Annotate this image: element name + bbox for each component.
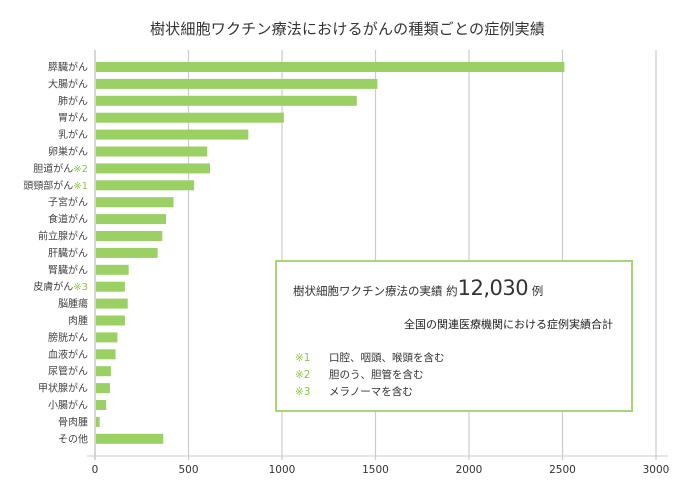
bar [96,214,167,225]
x-tick-label: 2000 [456,464,483,476]
bar [96,349,116,360]
bar [96,146,208,157]
summary-subtitle: 全国の関連医療機関における症例実績合計 [404,318,613,331]
bar [96,332,118,343]
footnote-mark: ※3 [295,386,311,398]
summary-total: 12,030 [457,276,529,300]
bar [96,298,128,309]
bar [96,264,129,275]
category-label: 肝臓がん [48,246,88,259]
bar [96,163,211,174]
chart-title: 樹状細胞ワクチン療法におけるがんの種類ごとの症例実績 [149,20,546,38]
category-label: 小腸がん [48,399,88,412]
bar [96,416,100,427]
footnote-text: 胆のう、胆管を含む [329,369,424,381]
x-tick-label: 500 [178,464,198,476]
category-label: 前立腺がん [38,230,88,243]
summary-prefix: 樹状細胞ワクチン療法の実績 [293,284,443,298]
category-label: 胆道がん※2 [33,162,88,175]
bar [96,315,125,326]
category-label: 脳腫瘍 [58,297,88,310]
category-label: 卵巣がん [48,145,88,158]
footnote-2: ※2 胆のう、胆管を含む [295,367,424,382]
category-label: 骨肉腫 [58,415,88,428]
summary-box: 樹状細胞ワクチン療法の実績 約12,030 例 全国の関連医療機関における症例実… [275,260,633,412]
footnote-3: ※3 メラノーマを含む [295,384,413,399]
bar [96,95,357,106]
category-label: 膀胱がん [48,331,88,344]
x-tick-label: 3000 [643,464,670,476]
category-label: 乳がん [58,128,88,141]
category-label: 頭頸部がん※1 [23,179,88,192]
bar [96,281,125,292]
bar [96,112,284,123]
category-label: 肉腫 [68,314,88,327]
footnote-text: メラノーマを含む [329,386,413,398]
bar [96,366,111,377]
footnote-mark: ※2 [295,369,311,381]
footnote-1: ※1 口腔、咽頭、喉頭を含む [295,350,445,365]
bar [96,62,565,72]
bar [96,433,164,444]
category-label: 胃がん [58,111,88,124]
category-label: 腎臓がん [48,263,88,276]
category-label: 血液がん [48,348,88,361]
category-label: 大腸がん [48,77,88,90]
bar [96,129,249,140]
summary-approx: 約 [446,284,458,298]
x-tick-label: 1000 [269,464,296,476]
x-tick-label: 1500 [362,464,389,476]
x-tick-label: 2500 [549,464,576,476]
category-label: その他 [58,432,88,445]
category-label: 肺がん [58,94,88,107]
summary-headline: 樹状細胞ワクチン療法の実績 約12,030 例 [293,276,543,300]
x-axis: 0 500 1000 1500 2000 2500 3000 [87,455,670,476]
bar [96,383,110,394]
footnote-mark: ※1 [295,352,311,364]
bar [96,400,107,410]
bar [96,197,174,208]
category-label: 膵臓がん [48,61,88,74]
summary-unit: 例 [531,284,544,298]
bars [96,62,565,444]
category-label: 尿管がん [48,365,88,378]
footnote-text: 口腔、咽頭、喉頭を含む [329,352,445,364]
category-label: 皮膚がん※3 [33,280,88,293]
category-label: 子宮がん [48,196,88,209]
x-tick-label: 0 [92,464,99,476]
bar [96,78,378,89]
bar [96,180,195,191]
category-label: 食道がん [48,213,88,226]
category-label: 甲状腺がん [38,382,88,395]
bar [96,247,158,258]
bar [96,231,163,241]
